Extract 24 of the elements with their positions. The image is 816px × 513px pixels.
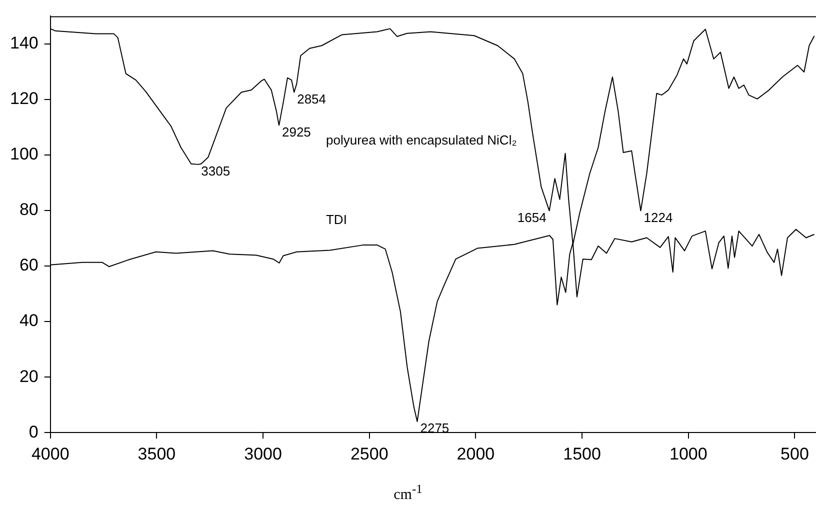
- y-tick-label: 140: [10, 34, 38, 53]
- x-tick-label: 3500: [138, 444, 176, 464]
- x-tick-label: 2000: [456, 444, 495, 464]
- x-tick-label: 3000: [244, 444, 282, 464]
- x-tick-label: 4000: [31, 444, 70, 464]
- x-tick-label: 1000: [669, 444, 708, 464]
- y-tick-label: 20: [19, 366, 38, 386]
- x-tick-label: 1500: [563, 444, 601, 464]
- series-label: TDI: [326, 212, 347, 227]
- annotation: 1224: [644, 210, 673, 225]
- annotation: 3305: [201, 164, 230, 179]
- x-axis-title: cm$^{-1}$: [392, 482, 424, 504]
- annotation: 1654: [517, 210, 546, 225]
- x-tick-label: 500: [780, 444, 809, 464]
- x-tick-label: 2500: [350, 444, 388, 464]
- series-label: polyurea with encapsulated NiCl₂: [326, 132, 517, 148]
- annotation: 2925: [282, 124, 311, 140]
- y-tick-label: 120: [10, 89, 38, 108]
- y-tick-label: 0: [28, 422, 38, 442]
- y-tick-label: 100: [10, 144, 38, 164]
- annotation: 2854: [297, 91, 326, 106]
- y-tick-label: 60: [19, 256, 38, 275]
- y-tick-label: 40: [19, 311, 38, 330]
- y-tick-label: 80: [19, 200, 38, 220]
